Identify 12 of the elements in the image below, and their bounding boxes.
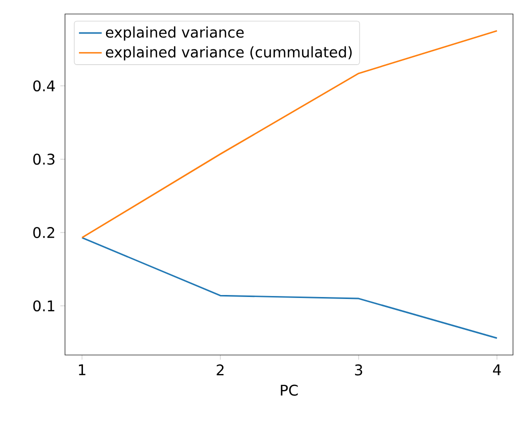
x-tick-label: 1 xyxy=(78,364,86,376)
y-tick-label: 0.4 xyxy=(33,80,55,92)
x-axis-title: PC xyxy=(280,384,298,396)
y-tick-label: 0.1 xyxy=(33,300,54,312)
legend-label: explained variance xyxy=(106,26,244,41)
y-tick-label: 0.3 xyxy=(33,154,54,165)
legend-label: explained variance (cummulated) xyxy=(106,46,352,60)
y-tick-label: 0.2 xyxy=(33,226,54,238)
x-tick-label: 2 xyxy=(216,364,224,376)
line-series xyxy=(81,236,498,339)
x-tick-label: 3 xyxy=(355,364,362,376)
x-tick-label: 4 xyxy=(493,364,501,376)
